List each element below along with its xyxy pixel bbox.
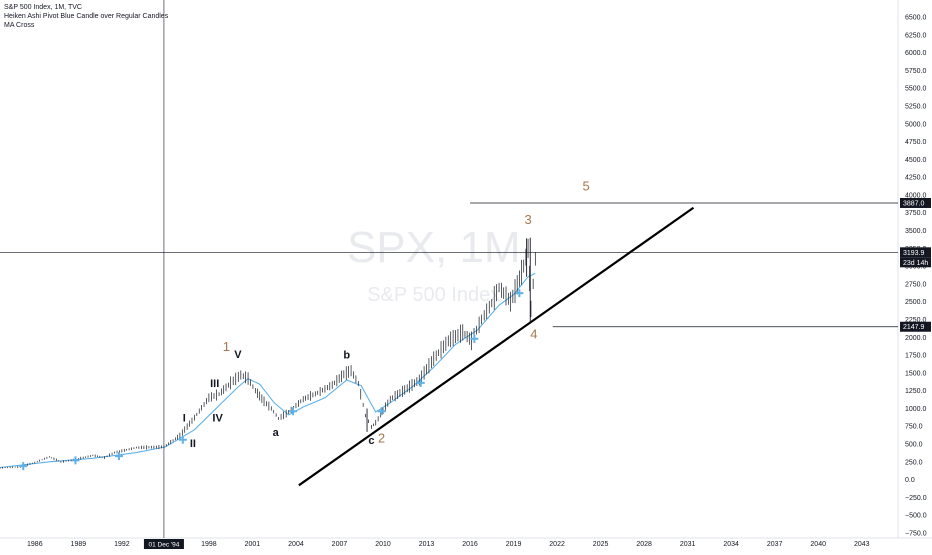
wave-label-12[interactable]: 5	[582, 179, 589, 194]
time-tick-label: 2025	[593, 541, 609, 548]
pivot-marker	[377, 407, 386, 416]
price-tick-label: 2500.0	[905, 299, 927, 306]
wave-label-10[interactable]: 3	[524, 212, 531, 227]
price-label-3193-box	[900, 247, 931, 258]
time-tick-label: 2043	[854, 541, 870, 548]
price-label-2147: 2147.9	[903, 324, 925, 331]
wave-label-0[interactable]: 1	[223, 339, 230, 354]
legend-indicator-heiken-ashi[interactable]: Heiken Ashi Pivot Blue Candle over Regul…	[4, 13, 169, 20]
time-tick-label: 2019	[506, 541, 522, 548]
price-tick-label: 5500.0	[905, 86, 927, 93]
chart-legend: S&P 500 Index, 1M, TVC Heiken Ashi Pivot…	[4, 3, 168, 30]
time-tick-label: 2034	[723, 541, 739, 548]
price-tick-label: 0.0	[905, 477, 915, 484]
time-tick-label: 2028	[636, 541, 652, 548]
time-tick-label: 2031	[680, 541, 696, 548]
time-tick-label: 1986	[27, 541, 43, 548]
watermark-symbol: SPX, 1M	[347, 223, 521, 272]
price-tick-label: 5000.0	[905, 121, 927, 128]
time-tick-label: 2007	[332, 541, 348, 548]
crosshair-time-label: 01 Dec '94	[148, 542, 179, 549]
time-tick-label: 2016	[462, 541, 478, 548]
price-tick-label: 5750.0	[905, 68, 927, 75]
time-tick-label: 2040	[810, 541, 826, 548]
ma-cross-line[interactable]	[0, 272, 536, 469]
pivot-marker	[416, 378, 425, 387]
price-tick-label: 3500.0	[905, 228, 927, 235]
wave-label-4[interactable]: IV	[212, 412, 223, 424]
price-tick-label: −750.0	[905, 531, 927, 538]
price-tick-label: 2250.0	[905, 317, 927, 324]
time-tick-label: 2022	[549, 541, 565, 548]
legend-title[interactable]: S&P 500 Index, 1M, TVC	[4, 4, 82, 11]
pivot-marker	[470, 334, 479, 343]
wave-label-9[interactable]: 2	[378, 431, 385, 446]
price-tick-label: 750.0	[905, 424, 923, 431]
time-tick-label: 1998	[201, 541, 217, 548]
legend-indicator-ma-cross[interactable]: MA Cross	[4, 22, 35, 29]
pivot-marker	[289, 407, 298, 416]
price-tick-label: 1250.0	[905, 388, 927, 395]
wave-label-11[interactable]: 4	[530, 327, 537, 342]
price-tick-label: 500.0	[905, 442, 923, 449]
price-tick-label: 2750.0	[905, 281, 927, 288]
price-tick-label: 1500.0	[905, 370, 927, 377]
price-tick-label: 4500.0	[905, 157, 927, 164]
price-label-3193: 3193.9	[903, 250, 925, 257]
price-tick-label: 4000.0	[905, 192, 927, 199]
price-tick-label: −500.0	[905, 513, 927, 520]
wave-label-7[interactable]: b	[343, 350, 350, 362]
countdown-label: 23d 14h	[903, 260, 928, 267]
price-label-3887: 3887.0	[903, 200, 925, 207]
trendline[interactable]	[298, 206, 695, 487]
price-tick-label: 3750.0	[905, 210, 927, 217]
price-tick-label: 6250.0	[905, 32, 927, 39]
price-label-3887-box	[900, 197, 931, 208]
price-tick-label: 6500.0	[905, 15, 927, 22]
pivot-marker	[114, 452, 123, 461]
price-tick-label: 4250.0	[905, 175, 927, 182]
time-tick-label: 2001	[245, 541, 261, 548]
price-tick-label: 1750.0	[905, 353, 927, 360]
time-tick-label: 1989	[71, 541, 87, 548]
price-tick-label: 2000.0	[905, 335, 927, 342]
wave-label-2[interactable]: III	[210, 378, 219, 390]
time-tick-label: 2037	[767, 541, 783, 548]
price-tick-label: 1000.0	[905, 406, 927, 413]
price-tick-label: 4750.0	[905, 139, 927, 146]
pivot-marker	[515, 289, 524, 298]
price-tick-label: 250.0	[905, 459, 923, 466]
pivot-marker	[71, 456, 80, 465]
wave-label-1[interactable]: V	[234, 349, 242, 361]
time-tick-label: 2010	[375, 541, 391, 548]
price-label-2147-box	[900, 321, 931, 332]
watermark-name: S&P 500 Index	[367, 284, 500, 306]
price-tick-label: 5250.0	[905, 103, 927, 110]
time-tick-label: 2004	[288, 541, 304, 548]
wave-label-6[interactable]: a	[273, 427, 280, 439]
time-tick-label: 2013	[419, 541, 435, 548]
wave-label-3[interactable]: I	[183, 412, 186, 424]
time-tick-label: 1992	[114, 541, 130, 548]
pivot-marker	[19, 462, 28, 471]
price-tick-label: −250.0	[905, 495, 927, 502]
price-tick-label: 6000.0	[905, 50, 927, 57]
countdown-box	[900, 257, 931, 268]
pivot-marker	[178, 435, 187, 444]
wave-label-5[interactable]: II	[190, 438, 196, 450]
crosshair-time-label-box	[143, 539, 184, 549]
wave-label-8[interactable]: c	[368, 435, 374, 447]
